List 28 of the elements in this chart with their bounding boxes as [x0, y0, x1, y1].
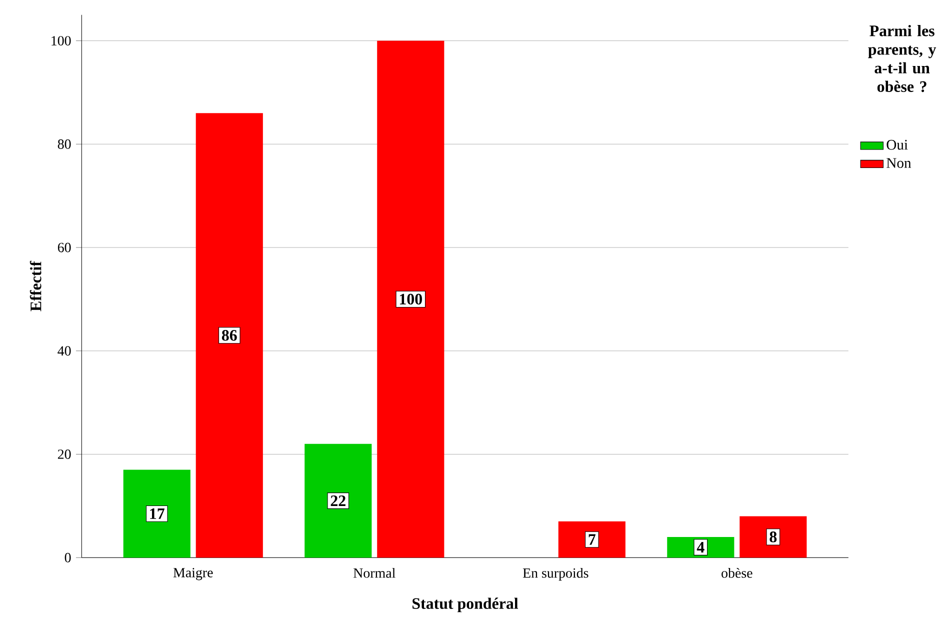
legend-label: Oui [886, 140, 908, 150]
data-label: 4 [696, 542, 704, 552]
data-label: 17 [150, 508, 164, 519]
y-tick-label: 100 [52, 36, 71, 46]
bar [377, 40, 444, 558]
data-label: 100 [400, 294, 422, 304]
x-tick-label: obèse [722, 568, 752, 578]
data-label: 22 [330, 495, 346, 506]
y-tick-label: 20 [58, 449, 71, 459]
legend-label: Non [886, 158, 912, 168]
legend-title: Parmi les parents, y a-t-il un obèse ? [868, 24, 936, 92]
bar [123, 470, 190, 558]
x-axis-title: Statut pondéral [412, 598, 518, 612]
bar [196, 112, 263, 558]
x-tick-label: Normal [354, 568, 396, 578]
y-tick-label: 0 [64, 552, 71, 562]
x-tick-label: Maigre [173, 568, 213, 580]
bar [304, 444, 372, 558]
y-tick-label: 60 [58, 242, 71, 252]
data-label: 7 [588, 534, 596, 545]
bar [740, 516, 807, 558]
y-axis-title: Effectif [30, 260, 42, 312]
y-tick-label: 80 [58, 139, 71, 149]
data-label: 8 [770, 531, 777, 542]
data-label: 86 [222, 330, 237, 341]
bar [558, 521, 626, 558]
y-tick-label: 40 [58, 346, 71, 356]
x-tick-label: En surpoids [522, 568, 588, 580]
